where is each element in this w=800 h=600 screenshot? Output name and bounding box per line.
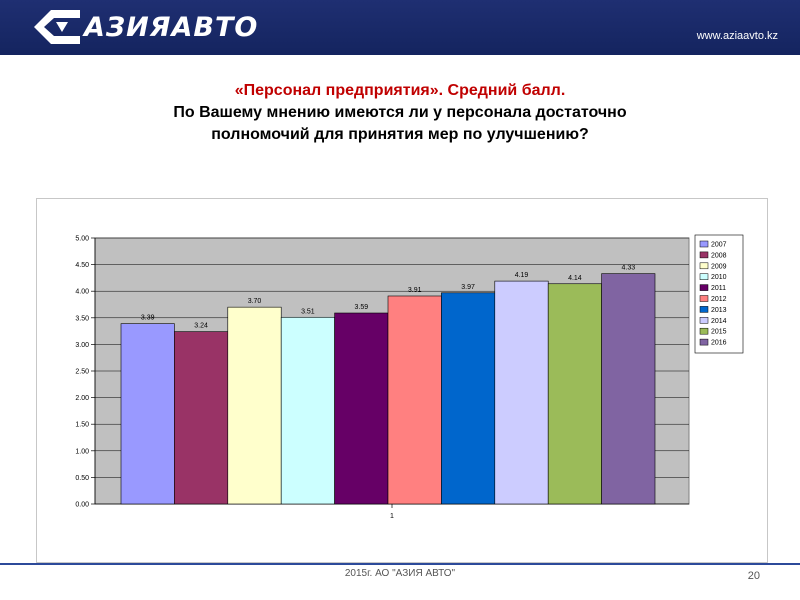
- legend-swatch-2015: [699, 327, 709, 335]
- data-label-2014: 4.19: [515, 272, 529, 279]
- y-tick-label: 3.50: [75, 315, 89, 322]
- logo-icon: [34, 10, 80, 44]
- legend-label-2014: 2014: [711, 318, 727, 325]
- legend-swatch-2008: [699, 251, 709, 259]
- title-line-3: полномочий для принятия мер по улучшению…: [211, 126, 589, 143]
- bar-2009: [227, 306, 282, 505]
- y-tick-label: 0.00: [75, 502, 89, 509]
- brand-name: АЗИЯАВТО: [84, 11, 259, 43]
- chart-frame: 0.00 0.50 1.00 1.50 2.00 2.50 3.00 3.50 4.00 4.50…: [36, 198, 768, 563]
- footer-divider: [0, 563, 800, 565]
- bar-2016: [601, 273, 656, 505]
- bar-chart: 0.00 0.50 1.00 1.50 2.00 2.50 3.00 3.50 4.00 4.50…: [75, 234, 744, 520]
- slide-title: «Персонал предприятия». Средний балл. По…: [0, 80, 800, 146]
- legend-swatch-2007: [699, 240, 709, 248]
- bar-2010: [280, 316, 335, 505]
- bar-2015: [547, 283, 602, 505]
- legend-swatch-2010: [699, 273, 709, 280]
- x-tick-label: 1: [390, 513, 394, 520]
- data-label-2010: 3.51: [301, 308, 315, 315]
- legend-swatch-2012: [699, 295, 709, 302]
- logo[interactable]: АЗИЯАВТО: [34, 8, 258, 46]
- data-label-2009: 3.70: [248, 298, 262, 305]
- legend-label-2016: 2016: [711, 340, 727, 347]
- data-label-2016: 4.33: [621, 265, 635, 272]
- legend-swatch-2013: [699, 306, 709, 313]
- legend-swatch-2016: [699, 338, 709, 346]
- legend-swatch-2014: [699, 317, 709, 324]
- y-tick-label: 4.00: [75, 289, 89, 296]
- y-tick-label: 1.50: [75, 422, 89, 429]
- bar-2011: [334, 312, 389, 505]
- legend-label-2015: 2015: [711, 329, 727, 336]
- bar-2013: [441, 292, 496, 505]
- data-label-2012: 3.91: [408, 287, 422, 294]
- legend-label-2011: 2011: [711, 285, 726, 292]
- data-label-2007: 3.39: [141, 315, 155, 322]
- title-line-2: По Вашему мнению имеются ли у персонала …: [173, 104, 627, 121]
- data-label-2015: 4.14: [568, 275, 582, 282]
- data-label-2011: 3.59: [354, 304, 368, 311]
- y-tick-label: 4.50: [75, 262, 89, 269]
- legend-label-2007: 2007: [711, 242, 727, 249]
- footer-text: 2015г. АО "АЗИЯ АВТО": [344, 568, 456, 579]
- bar-2014: [494, 280, 549, 505]
- y-tick-label: 1.00: [75, 448, 89, 455]
- legend-label-2013: 2013: [711, 307, 727, 314]
- site-url[interactable]: www.aziaavto.kz: [696, 30, 778, 42]
- legend-label-2009: 2009: [711, 263, 727, 270]
- bar-2012: [387, 295, 442, 505]
- data-label-2013: 3.97: [461, 284, 475, 291]
- data-label-2008: 3.24: [194, 323, 208, 330]
- header-bar: АЗИЯАВТО www.aziaavto.kz: [0, 0, 800, 55]
- y-tick-label: 3.00: [75, 342, 89, 349]
- legend-label-2008: 2008: [711, 252, 727, 259]
- y-tick-label: 2.50: [75, 369, 89, 376]
- y-tick-label: 0.50: [75, 475, 89, 482]
- title-line-1: «Персонал предприятия». Средний балл.: [234, 82, 566, 99]
- bar-2007: [120, 323, 175, 505]
- legend-label-2012: 2012: [711, 296, 727, 303]
- bar-2008: [174, 331, 229, 505]
- y-tick-label: 2.00: [75, 395, 89, 402]
- legend-label-2010: 2010: [711, 274, 727, 281]
- y-tick-label: 5.00: [75, 236, 89, 243]
- legend-swatch-2011: [699, 284, 709, 291]
- page-number: 20: [747, 570, 760, 582]
- legend-swatch-2009: [699, 262, 709, 270]
